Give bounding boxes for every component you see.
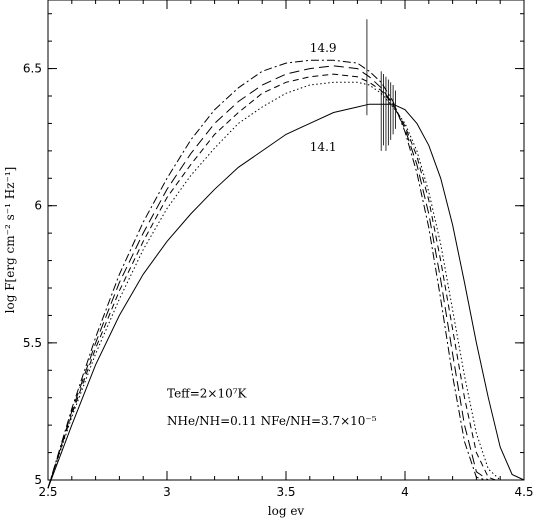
x-axis-label: log ev <box>268 504 305 518</box>
y-axis-label: log F[erg cm⁻² s⁻¹ Hz⁻¹] <box>3 167 17 314</box>
curve-label: 14.9 <box>310 41 337 55</box>
x-tick-label: 4.5 <box>514 485 533 499</box>
x-tick-label: 3.5 <box>276 485 295 499</box>
y-tick-label: 5 <box>34 473 42 487</box>
parameter-annotation: NHe/NH=0.11 NFe/NH=3.7×10⁻⁵ <box>167 414 377 428</box>
plot-frame <box>47 0 525 481</box>
x-tick-label: 2.5 <box>38 485 57 499</box>
series-line-dotted <box>47 81 501 489</box>
series-line-solid <box>47 103 525 489</box>
series-line-dash-dot <box>47 59 487 489</box>
y-tick-label: 5.5 <box>23 336 42 350</box>
series-line-long-dash <box>47 65 489 489</box>
curves <box>47 59 525 489</box>
curve-label: 14.1 <box>310 140 337 154</box>
x-tick-label: 4 <box>401 485 409 499</box>
x-tick-label: 3 <box>163 485 171 499</box>
parameter-annotation: Teff=2×10⁷K <box>167 387 248 401</box>
y-tick-label: 6 <box>34 199 42 213</box>
y-tick-label: 6.5 <box>23 62 42 76</box>
series-line-dashed <box>47 73 496 489</box>
absorption-lines <box>366 19 396 151</box>
chart-labels: 14.9 14.1 Teff=2×10⁷K NHe/NH=0.11 NFe/NH=3.… <box>167 41 377 428</box>
axis-ticks: 2.5 3 3.5 4 4.5 5 5.5 6 6.5 <box>23 0 534 499</box>
